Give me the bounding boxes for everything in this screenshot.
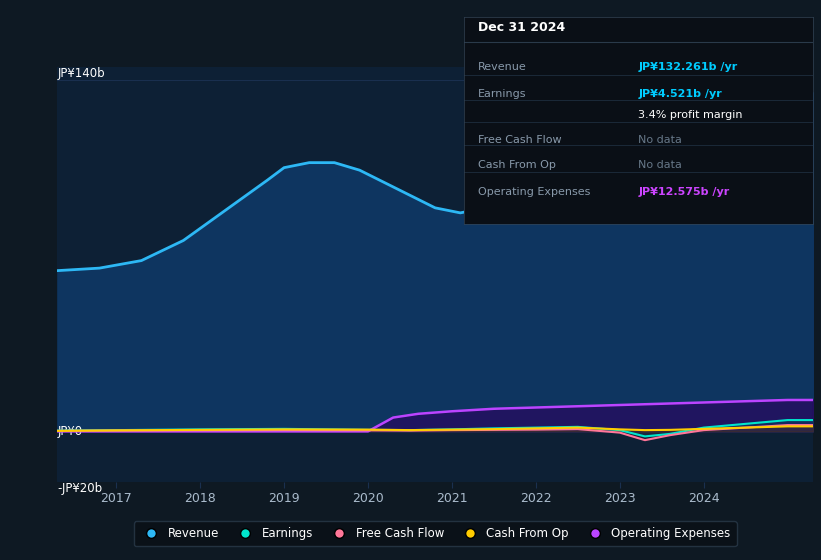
- Text: Revenue: Revenue: [478, 62, 526, 72]
- Text: No data: No data: [639, 135, 682, 145]
- Text: JP¥0: JP¥0: [57, 425, 83, 438]
- Text: JP¥12.575b /yr: JP¥12.575b /yr: [639, 186, 730, 197]
- Text: No data: No data: [639, 160, 682, 170]
- Text: Earnings: Earnings: [478, 90, 526, 99]
- Text: Operating Expenses: Operating Expenses: [478, 186, 590, 197]
- Text: -JP¥20b: -JP¥20b: [57, 482, 103, 494]
- Text: 3.4% profit margin: 3.4% profit margin: [639, 110, 743, 120]
- Legend: Revenue, Earnings, Free Cash Flow, Cash From Op, Operating Expenses: Revenue, Earnings, Free Cash Flow, Cash …: [134, 521, 736, 546]
- Text: JP¥4.521b /yr: JP¥4.521b /yr: [639, 90, 722, 99]
- Text: Cash From Op: Cash From Op: [478, 160, 556, 170]
- Text: Free Cash Flow: Free Cash Flow: [478, 135, 562, 145]
- Text: JP¥132.261b /yr: JP¥132.261b /yr: [639, 62, 737, 72]
- Text: JP¥140b: JP¥140b: [57, 67, 105, 80]
- Text: Dec 31 2024: Dec 31 2024: [478, 21, 565, 34]
